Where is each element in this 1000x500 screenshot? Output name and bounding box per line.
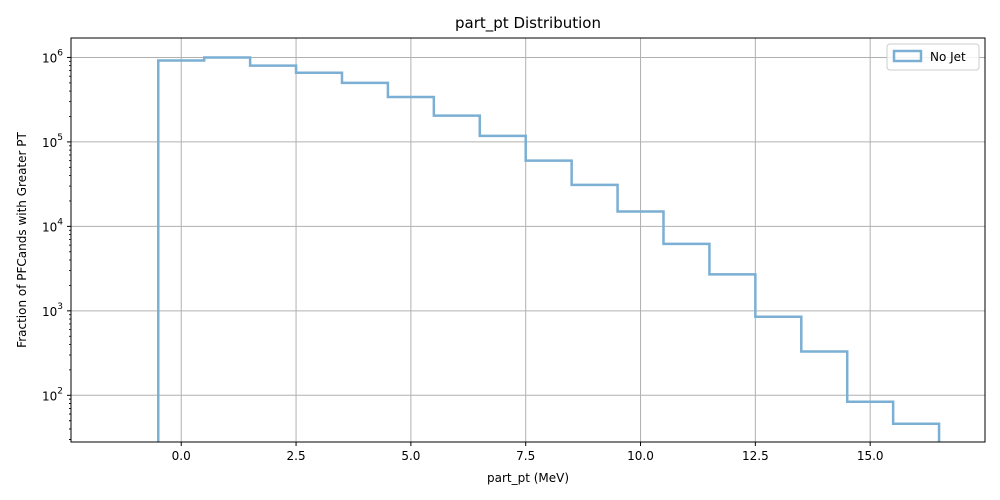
y-tick-label: 102 [42,386,63,403]
chart-title: part_pt Distribution [455,14,601,33]
x-tick-label: 15.0 [857,449,884,463]
y-tick-label: 106 [42,48,63,65]
legend-swatch-no-jet [892,49,923,63]
x-axis: 0.0 2.5 5.0 7.5 10.0 12.5 15.0 [172,442,884,463]
x-tick-label: 2.5 [287,449,306,463]
plot-frame [70,37,986,443]
y-axis: 102 103 104 105 106 [42,48,71,440]
y-axis-label: Fraction of PFCands with Greater PT [15,132,29,348]
x-tick-label: 12.5 [742,449,769,463]
x-tick-label: 5.0 [401,449,420,463]
x-axis-label: part_pt (MeV) [487,471,569,485]
y-tick-label: 104 [42,217,63,234]
legend: No Jet [886,43,980,71]
x-tick-label: 0.0 [172,449,191,463]
y-tick-label: 105 [42,133,63,150]
y-tick-label: 103 [42,302,63,319]
histogram-series [157,56,941,442]
x-tick-label: 7.5 [516,449,535,463]
histogram-step-line [157,56,941,442]
legend-label-no-jet: No Jet [930,50,966,64]
x-tick-label: 10.0 [627,449,654,463]
